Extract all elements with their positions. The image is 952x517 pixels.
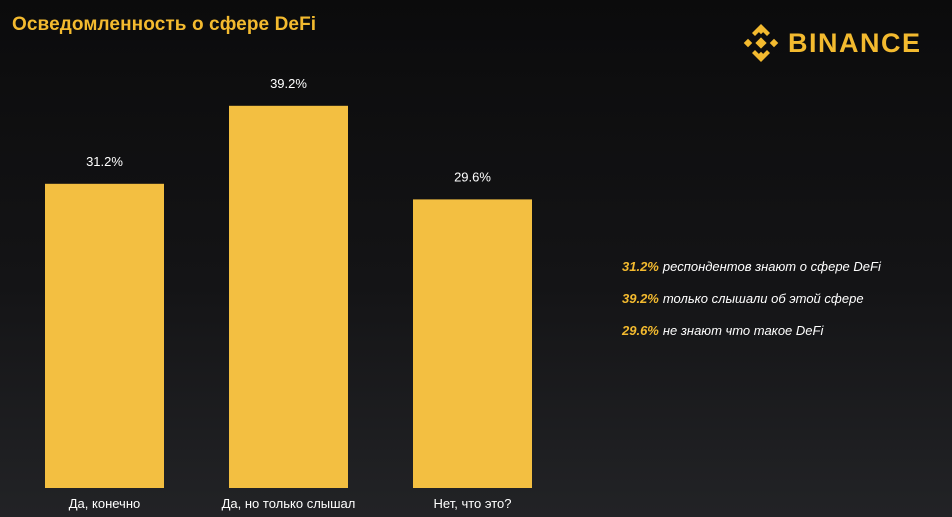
chart-title: Осведомленность о сфере DeFi xyxy=(12,14,317,35)
legend-value: 39.2% xyxy=(622,291,659,306)
legend-value: 29.6% xyxy=(622,323,659,338)
brand-name: BINANCE xyxy=(788,27,922,58)
legend-item: 29.6% не знают что такое DeFi xyxy=(622,323,881,340)
bar xyxy=(45,183,164,489)
category-label: Да, но только слышал xyxy=(222,496,356,511)
data-label: 29.6% xyxy=(454,169,491,184)
bar xyxy=(413,199,532,488)
data-label: 39.2% xyxy=(270,76,307,91)
category-label: Нет, что это? xyxy=(434,496,512,511)
legend-value: 31.2% xyxy=(622,259,659,274)
legend-text: респондентов знают о сфере DeFi xyxy=(662,259,881,274)
legend-text: только слышали об этой сфере xyxy=(662,291,864,306)
legend-item: 31.2% респондентов знают о сфере DeFi xyxy=(622,259,881,276)
bar xyxy=(229,105,348,489)
legend-text: не знают что такое DeFi xyxy=(662,323,824,338)
legend-item: 39.2% только слышали об этой сфере xyxy=(622,291,881,308)
binance-diamond-icon xyxy=(743,24,779,62)
data-label: 31.2% xyxy=(86,154,123,169)
binance-logo: BINANCE xyxy=(742,24,922,62)
category-label: Да, конечно xyxy=(69,496,140,511)
summary-legend: 31.2% респондентов знают о сфере DeFi 39.… xyxy=(622,259,881,355)
